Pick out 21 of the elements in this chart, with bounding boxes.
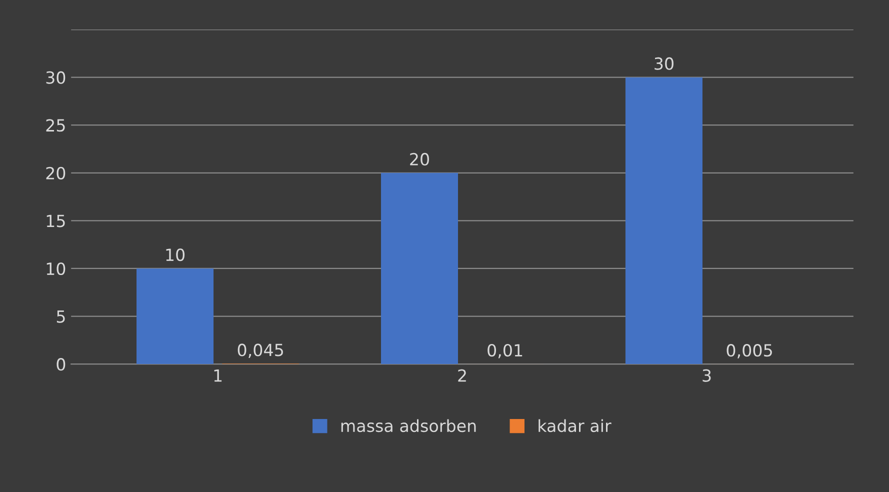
data-label: 0,045 — [238, 344, 283, 358]
y-tick-label: 15 — [46, 214, 65, 228]
data-label: 0,005 — [726, 344, 772, 358]
y-tick-label: 10 — [46, 262, 66, 276]
data-label: 30 — [654, 57, 674, 70]
legend-label: massa adsorben — [341, 419, 476, 432]
bar — [380, 172, 458, 364]
y-tick-label: 0 — [56, 358, 66, 371]
legend-label: kadar air — [538, 419, 612, 432]
bar — [625, 77, 702, 364]
x-tick-label: 1 — [214, 369, 222, 382]
x-tick-label: 3 — [702, 369, 711, 382]
y-tick-label: 25 — [46, 119, 65, 132]
data-label: 0,01 — [488, 344, 522, 358]
bar — [136, 268, 214, 364]
y-tick-label: 30 — [46, 71, 66, 84]
x-tick-label: 2 — [458, 369, 466, 382]
data-label: 10 — [166, 248, 185, 262]
y-tick-label: 20 — [46, 166, 66, 180]
y-tick-label: 5 — [56, 310, 65, 323]
data-label: 20 — [410, 152, 429, 166]
